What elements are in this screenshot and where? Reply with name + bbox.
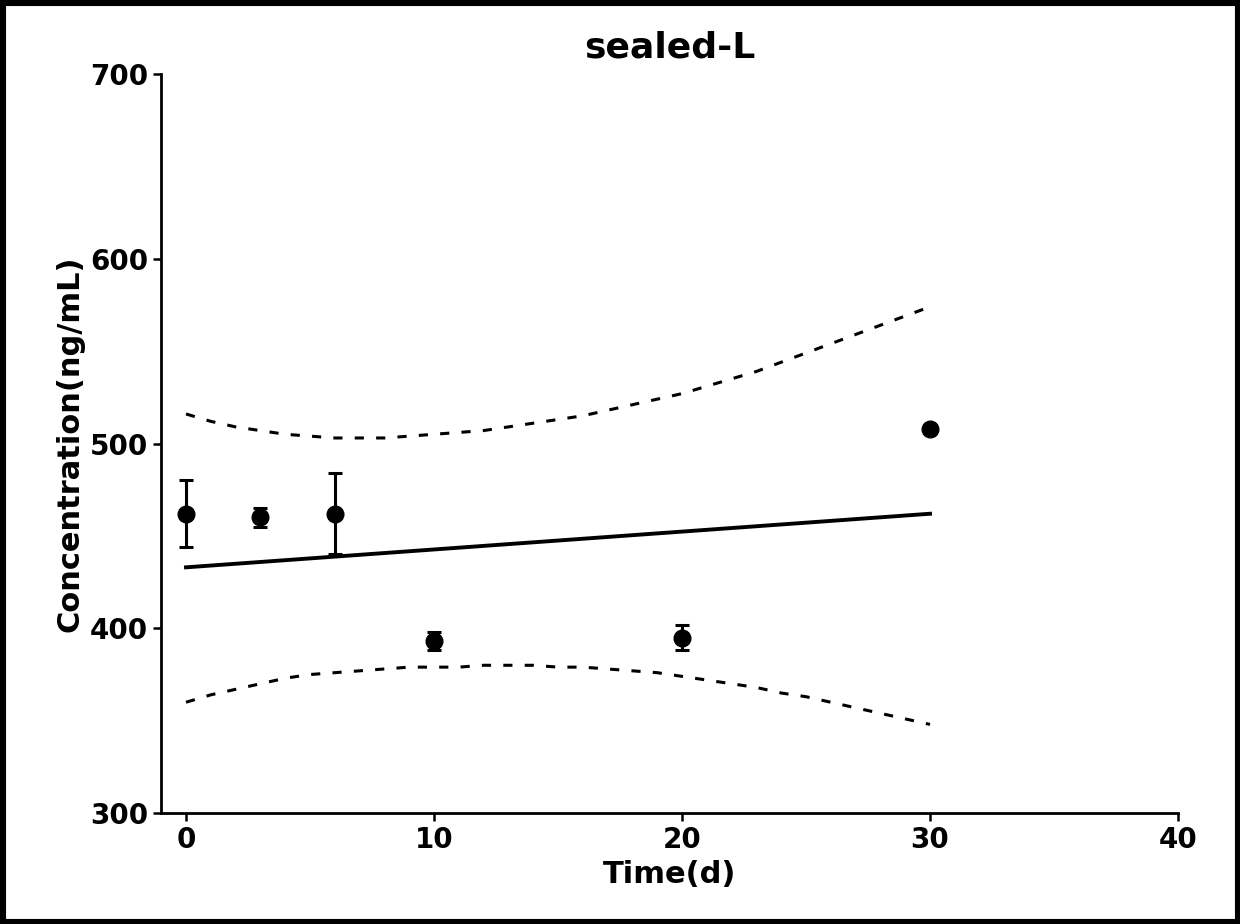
X-axis label: Time(d): Time(d) bbox=[603, 860, 737, 889]
Y-axis label: Concentration(ng/mL): Concentration(ng/mL) bbox=[56, 255, 84, 632]
Title: sealed-L: sealed-L bbox=[584, 30, 755, 65]
